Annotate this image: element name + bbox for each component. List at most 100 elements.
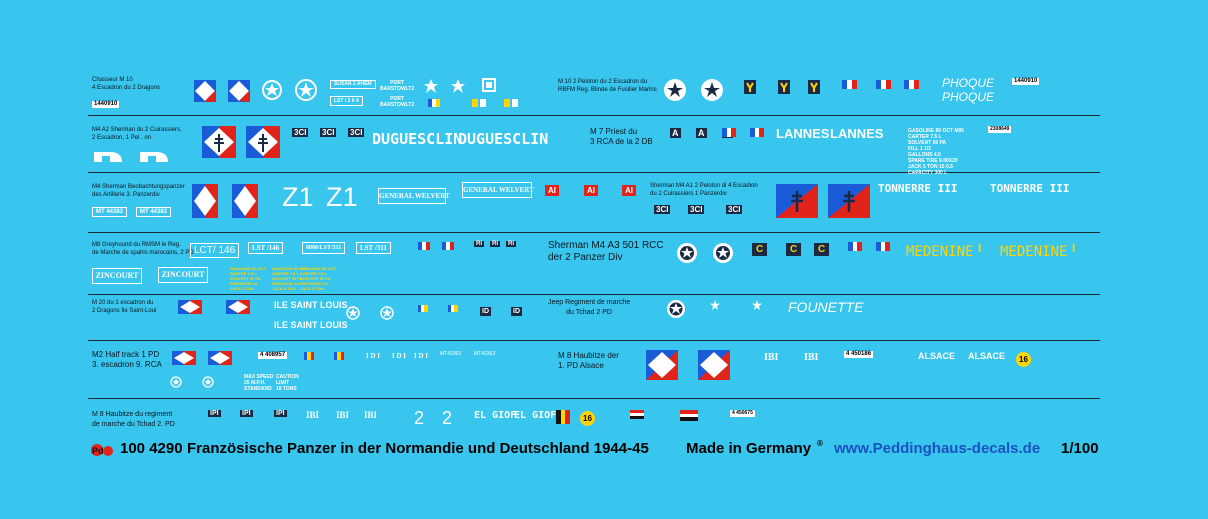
tricolor-diamond-icon xyxy=(172,351,196,365)
flag-mark-icon xyxy=(304,352,314,360)
tricolor-diamond-icon xyxy=(226,300,250,314)
french-flag-icon xyxy=(848,242,862,251)
alsace-name: ALSACE xyxy=(918,351,956,361)
row1-plate: 1440910 xyxy=(92,101,120,108)
row3-caption2: Sherman M4 A1 2 Peloton di 4 Escadion du… xyxy=(650,183,758,197)
ibi-mark: IBI xyxy=(764,352,779,363)
tricolor-diamond-icon xyxy=(178,300,202,314)
stencil-text: CAUTION LIMIT 18 TONS xyxy=(276,374,299,392)
stencil-text: GASOLINE 80 OCT CARTER 7.5 L SOLVENT 50 … xyxy=(300,266,337,291)
french-flag-icon xyxy=(876,242,890,251)
el-giof-name: EL GIOF xyxy=(474,410,517,421)
tricolor-diamond-icon xyxy=(208,351,232,365)
flag-mark-icon xyxy=(448,305,458,312)
row3-plate: MT 44383 xyxy=(92,207,128,217)
medenine-name: MEDENINE xyxy=(906,244,974,260)
stencil-text: GASOLINE 80 OCT CARTER 7.5 L SOLVENT 50 … xyxy=(230,266,267,291)
row5-caption2: Jeep Regiment de marche du Tchad 2 PD xyxy=(548,299,631,316)
separator xyxy=(88,294,1100,295)
tactical-d-icon xyxy=(140,152,168,162)
french-flag-icon xyxy=(842,80,857,89)
unit-mark: RI xyxy=(506,241,516,247)
tactical-d-icon xyxy=(94,152,122,162)
phoque-name: PHOQUE xyxy=(942,76,995,90)
tricolor-diamond-icon xyxy=(228,80,250,102)
row3-plate: MT 44383 xyxy=(136,207,172,217)
allied-star-icon xyxy=(667,300,685,318)
z1-mark: Z1 xyxy=(282,182,314,212)
flag-mark-icon xyxy=(418,305,428,312)
row2-plate: 2308649 xyxy=(988,126,1012,133)
duguesclin-name: DUGUESCLIN xyxy=(458,130,549,148)
allied-star-icon xyxy=(664,79,686,101)
alsace-name: ALSACE xyxy=(968,351,1006,361)
general-welvert-name: GENERAL WELVERT xyxy=(378,188,450,204)
star-icon xyxy=(710,300,720,310)
star-icon xyxy=(424,79,438,93)
ibi-mark: I D I xyxy=(414,352,429,360)
tonnerre-name: TONNERRE III xyxy=(878,182,958,195)
flag-mark-icon xyxy=(504,99,518,107)
unit-mark: RI xyxy=(490,241,500,247)
unit-mark: 3CI xyxy=(292,128,309,137)
scale: 1/100 xyxy=(1061,440,1099,457)
unit-mark: 3CI xyxy=(320,128,337,137)
row6-plate2: 4 450186 xyxy=(844,351,874,358)
flag-mark-icon xyxy=(428,99,440,107)
red-unit-mark: AI xyxy=(622,185,636,196)
french-flag-icon xyxy=(442,242,454,250)
allied-star-icon xyxy=(677,243,697,263)
duguesclin-name: DUGUESCLIN xyxy=(372,130,463,148)
tricolor-band-icon xyxy=(630,410,644,419)
row4-caption: M8 Greyhound du RMSM le Reg. de Marche d… xyxy=(92,242,194,256)
row6-plate: 4 408957 xyxy=(258,352,288,359)
zincourt-name: ZINCOURT xyxy=(158,267,208,283)
separator xyxy=(88,340,1100,341)
c-mark: C xyxy=(752,243,768,256)
id-mark: ID xyxy=(480,307,491,316)
ibi-mark: I D I xyxy=(366,352,381,360)
row1-caption2: M 10 2 Peloton du 2 Escadron du RBFM Reg… xyxy=(558,79,657,93)
unit-mark: A xyxy=(670,128,681,138)
french-flag-icon xyxy=(904,80,919,89)
row5-caption: M 20 du 1 escadron du 2 Dragons Ile Sain… xyxy=(92,300,157,314)
medenine-pennant: I xyxy=(1072,241,1076,255)
made-in-germany: Made in Germany xyxy=(686,440,812,457)
anchor-badge-icon xyxy=(778,80,790,94)
stencil-text: GASOLINE 80 OCT MIN CARTER 7.5 L SOLVENT… xyxy=(908,128,964,176)
row6-caption: M2 Half track 1 PD 3. escadron 9. RCA xyxy=(92,350,162,369)
tricolor-diamond-icon xyxy=(698,350,730,380)
star-icon xyxy=(451,79,465,93)
allied-star-icon xyxy=(713,243,733,263)
separator xyxy=(88,115,1100,116)
allied-star-icon xyxy=(170,376,182,388)
lorraine-cross-badge-icon xyxy=(246,126,280,158)
tonnerre-name: TONNERRE III xyxy=(990,182,1070,195)
z1-mark: Z1 xyxy=(326,182,358,212)
id-mark: ID xyxy=(511,307,522,316)
ibi-mark: IBI xyxy=(364,410,378,420)
c-mark: C xyxy=(814,243,830,256)
unit-mark: 3CI xyxy=(726,205,743,214)
product-code: 100 4290 xyxy=(120,440,183,457)
allied-star-icon xyxy=(295,79,317,101)
unit-mark: 3CI xyxy=(348,128,365,137)
ibi-mark: IBI xyxy=(306,410,320,420)
lct-mark: LCT/ 146 xyxy=(190,243,240,258)
reg-number: MT42363 xyxy=(440,351,462,357)
allied-star-icon xyxy=(262,80,282,100)
row1-plate2: 1440910 xyxy=(1012,78,1040,85)
el-giof-name: EL GIOF xyxy=(514,410,557,421)
allied-star-icon xyxy=(346,306,360,320)
website-link[interactable]: www.Peddinghaus-decals.de xyxy=(834,440,1041,457)
row7-plate: 4 450675 xyxy=(730,410,755,417)
phoque-name: PHOQUE xyxy=(942,90,995,104)
row3-caption: M4 Sherman Beobachtungspanzer des Artill… xyxy=(92,184,185,198)
french-flag-icon xyxy=(722,128,736,137)
lst-mark: LST /311 xyxy=(356,242,391,254)
ile-saint-louis-name: ILE SAINT LOUIS xyxy=(274,320,348,330)
lannes-name: LANNES xyxy=(830,126,884,141)
ipi-mark: IPI xyxy=(240,410,253,417)
ibi-mark: IBI xyxy=(804,352,819,363)
lst-mark: 8000/LST/311 xyxy=(302,242,346,254)
